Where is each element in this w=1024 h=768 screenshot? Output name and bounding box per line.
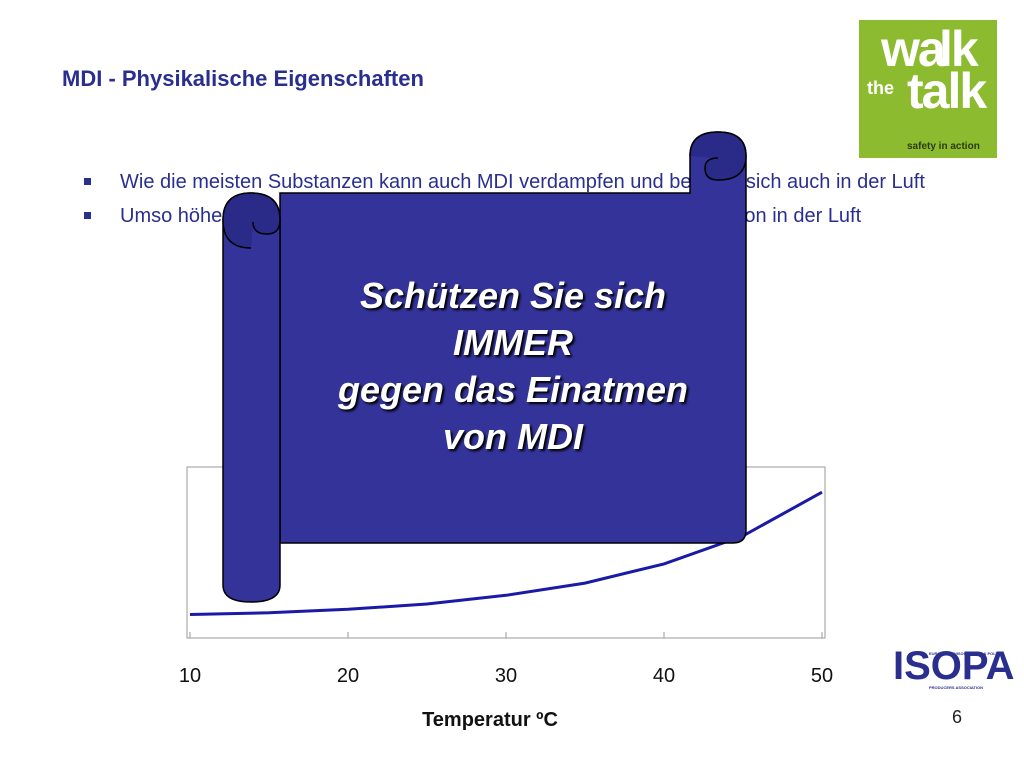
callout-text: Schützen Sie sich IMMER gegen das Einatm… <box>280 272 746 460</box>
logo-word-talk: talk <box>907 63 987 119</box>
isopa-logo-line2: PRODUCERS ASSOCIATION <box>929 685 984 690</box>
x-tick-label: 20 <box>337 665 359 687</box>
logo-word-walk: wa <box>881 21 946 77</box>
callout-line: Schützen Sie sich <box>359 275 667 316</box>
x-tick-label: 40 <box>653 665 675 687</box>
page-number: 6 <box>952 707 963 727</box>
isopa-logo: ISOPA EUROPEAN DIISOCYANATE & POLYOL PRO… <box>893 644 1015 692</box>
chart-plot-area: 10 20 30 40 50 Temperatur ºC <box>179 466 833 731</box>
callout-line: IMMER <box>453 322 573 363</box>
logo-tagline: safety in action <box>907 141 980 152</box>
x-tick-label: 30 <box>495 665 517 687</box>
scroll-callout-shape <box>222 131 747 603</box>
x-tick-label: 10 <box>179 665 201 687</box>
x-tick-label: 50 <box>811 665 833 687</box>
callout-line: gegen das Einatmen <box>337 369 689 410</box>
scroll-left-curl <box>222 192 281 249</box>
walk-the-talk-logo: wa lk the talk safety in action <box>859 20 997 158</box>
slide-title: MDI - Physikalische Eigenschaften <box>62 66 424 91</box>
data-series-line <box>189 490 823 616</box>
isopa-logo-text: ISOPA <box>893 644 1015 688</box>
logo-word-the: the <box>867 78 894 98</box>
scroll-left-roll <box>222 192 281 603</box>
callout-line: von MDI <box>443 416 583 457</box>
bullet-square-icon <box>84 178 91 185</box>
temperature-chart: 10 20 30 40 50 Temperatur ºC <box>179 466 833 731</box>
x-axis-label: Temperatur ºC <box>422 709 558 731</box>
bullet-square-icon <box>84 212 91 219</box>
scroll-right-curl <box>689 131 747 181</box>
isopa-logo-line1: EUROPEAN DIISOCYANATE & POLYOL <box>929 651 1004 656</box>
logo-word-walk-end: lk <box>939 21 979 77</box>
